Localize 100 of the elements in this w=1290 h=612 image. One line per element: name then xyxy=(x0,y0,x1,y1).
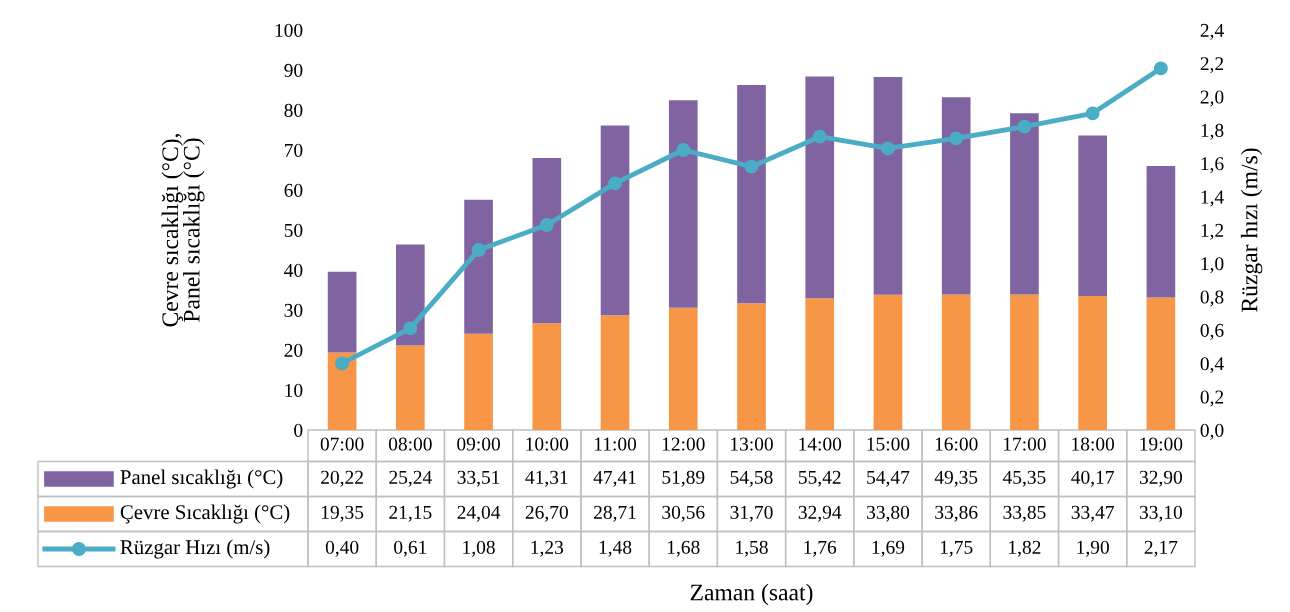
bar xyxy=(1010,113,1039,295)
point xyxy=(1085,106,1100,121)
point xyxy=(881,141,895,156)
x-tick-label: 18:00 xyxy=(1072,437,1115,451)
bar xyxy=(737,84,766,304)
y-tick-label: 50 xyxy=(284,223,303,237)
x-tick-label: 13:00 xyxy=(731,437,773,451)
bar xyxy=(668,307,698,430)
y2-tick-label: 1,0 xyxy=(1201,257,1224,274)
data-label: 1,58 xyxy=(736,540,768,557)
point xyxy=(335,356,350,371)
y-tick-label: 10 xyxy=(285,383,303,397)
bar xyxy=(873,294,903,430)
data-label: 1,76 xyxy=(804,540,837,557)
y2-tick-label: 2,0 xyxy=(1200,90,1224,107)
data-label: 20,22 xyxy=(321,470,363,487)
point xyxy=(608,176,622,191)
data-label: 2,17 xyxy=(1144,540,1178,557)
data-label: 40,17 xyxy=(1071,470,1114,487)
legend-label: Çevre Sıcaklığı (°C) xyxy=(120,504,290,524)
text: Zaman (saat) xyxy=(690,583,813,606)
data-label: 1,90 xyxy=(1077,540,1109,557)
x-tick-label: 14:00 xyxy=(799,437,842,451)
data-label: 1,08 xyxy=(463,540,495,557)
bar xyxy=(805,298,835,430)
data-label: 51,89 xyxy=(662,470,705,487)
data-label: 54,58 xyxy=(730,470,773,487)
point xyxy=(1017,119,1032,134)
data-label: 45,35 xyxy=(1002,470,1046,487)
bar xyxy=(1078,296,1107,430)
x-tick-label: 17:00 xyxy=(1003,437,1046,451)
point xyxy=(471,243,486,257)
y2-tick-label: 0,4 xyxy=(1200,357,1224,374)
data-label: 1,23 xyxy=(531,540,564,557)
legend-label: Panel sıcaklığı (°C) xyxy=(120,469,283,489)
bar xyxy=(532,157,562,324)
y2-tick-label: 2,4 xyxy=(1200,23,1224,40)
point xyxy=(812,129,827,144)
point xyxy=(676,143,691,157)
y-tick-label: 20 xyxy=(284,343,303,357)
data-label: 33,85 xyxy=(1003,505,1046,522)
data-label: 47,41 xyxy=(593,470,636,487)
y2-tick-label: 0,2 xyxy=(1200,390,1224,407)
y-tick-label: 0 xyxy=(294,423,303,437)
data-label: 24,04 xyxy=(457,505,501,522)
bar xyxy=(600,125,630,316)
bar xyxy=(600,315,630,430)
bar xyxy=(532,323,562,430)
y2-tick-label: 1,6 xyxy=(1201,157,1224,174)
y2-tick-label: 0,8 xyxy=(1200,290,1224,307)
data-label: 21,15 xyxy=(389,505,432,522)
y2-tick-label: 1,2 xyxy=(1201,223,1224,240)
bar xyxy=(1078,135,1107,297)
bar xyxy=(941,294,971,430)
data-label: 33,47 xyxy=(1071,505,1114,522)
data-label: 28,71 xyxy=(594,505,636,522)
point xyxy=(744,159,759,174)
data-label: 33,10 xyxy=(1139,505,1183,522)
data-label: 33,80 xyxy=(867,505,910,522)
y2-tick-label: 1,4 xyxy=(1201,190,1224,207)
data-label: 32,90 xyxy=(1139,470,1183,487)
y2-tick-label: 2,2 xyxy=(1200,57,1224,74)
data-label: 55,42 xyxy=(798,470,841,487)
data-label: 41,31 xyxy=(525,470,568,487)
point xyxy=(539,218,554,232)
bar xyxy=(1146,297,1176,430)
data-label: 0,61 xyxy=(394,540,427,557)
bar xyxy=(396,244,425,346)
data-label: 30,56 xyxy=(662,505,705,522)
data-label: 26,70 xyxy=(525,505,568,522)
bar xyxy=(464,333,493,430)
data-label: 54,47 xyxy=(867,470,910,487)
data-label: 0,40 xyxy=(325,540,359,557)
bar xyxy=(737,303,766,430)
point xyxy=(949,131,964,146)
y-tick-label: 100 xyxy=(275,23,303,37)
y-tick-label: 90 xyxy=(284,63,303,77)
y2-tick-label: 0,6 xyxy=(1200,323,1224,340)
bar xyxy=(1146,166,1176,298)
y-tick-label: 60 xyxy=(284,183,303,197)
data-label: 1,75 xyxy=(940,540,973,557)
y-tick-label: 70 xyxy=(284,143,303,157)
bar xyxy=(941,97,971,295)
data-label: 31,70 xyxy=(730,505,773,522)
bar xyxy=(668,100,698,308)
bar xyxy=(327,352,357,430)
point xyxy=(403,321,418,336)
bar xyxy=(805,76,835,299)
data-label: 1,48 xyxy=(599,540,632,557)
bar xyxy=(464,199,493,334)
x-tick-label: 09:00 xyxy=(457,437,500,451)
x-tick-label: 07:00 xyxy=(320,437,364,451)
bar xyxy=(873,76,903,295)
data-label: 19,35 xyxy=(321,505,364,522)
y-tick-label: 30 xyxy=(284,303,303,317)
x-tick-label: 11:00 xyxy=(594,437,637,451)
bar xyxy=(396,345,425,430)
x-tick-label: 19:00 xyxy=(1140,437,1183,451)
data-label: 49,35 xyxy=(934,470,978,487)
data-label: 25,24 xyxy=(389,470,432,487)
